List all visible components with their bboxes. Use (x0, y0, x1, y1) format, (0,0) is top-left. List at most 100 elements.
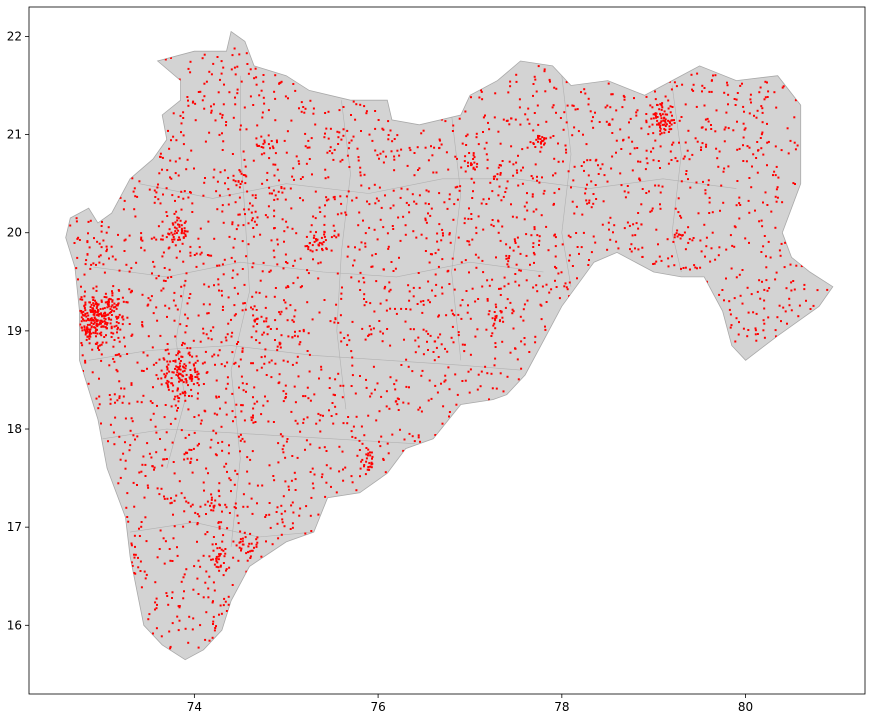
village-point (256, 400, 259, 403)
district-boundary-line (451, 114, 462, 361)
village-point (210, 498, 213, 501)
village-point (738, 321, 740, 324)
village-point (250, 306, 252, 309)
village-point (636, 147, 639, 149)
village-point (140, 246, 143, 249)
village-point (91, 309, 94, 312)
village-point (221, 309, 224, 311)
village-point (184, 313, 187, 316)
village-point (268, 361, 271, 364)
village-point (166, 367, 169, 370)
village-point (157, 225, 160, 228)
village-point (191, 202, 194, 205)
village-point (543, 138, 546, 141)
village-point (215, 190, 218, 193)
village-point (743, 110, 745, 113)
village-point (245, 175, 248, 178)
village-point (323, 446, 326, 449)
village-point (774, 195, 777, 198)
village-point (194, 376, 197, 378)
village-point (119, 328, 122, 331)
village-point (230, 256, 233, 259)
village-point (440, 382, 442, 385)
village-point (525, 233, 528, 236)
village-point (583, 161, 585, 164)
village-point (280, 512, 283, 515)
village-point (565, 81, 568, 84)
village-point (427, 190, 430, 193)
village-point (171, 233, 174, 236)
village-point (210, 105, 212, 108)
village-point (494, 342, 497, 345)
village-point (610, 167, 613, 170)
village-point (225, 339, 228, 342)
village-point (212, 505, 215, 508)
village-point (169, 176, 171, 179)
village-point (297, 160, 300, 163)
village-point (171, 382, 174, 385)
village-point (318, 206, 321, 209)
village-point (175, 373, 178, 376)
village-point (108, 394, 111, 396)
village-point (205, 333, 208, 336)
village-point (276, 168, 279, 171)
village-point (332, 422, 335, 425)
village-point (163, 562, 166, 565)
village-point (294, 309, 297, 312)
village-point (568, 281, 571, 284)
village-point (224, 548, 227, 550)
y-tick-label: 19 (7, 324, 22, 338)
village-point (490, 223, 493, 226)
village-point (110, 305, 113, 308)
village-point (718, 150, 721, 153)
village-point (109, 322, 112, 325)
village-point (165, 458, 168, 460)
village-point (428, 261, 431, 264)
village-point (233, 506, 236, 509)
village-point (532, 94, 534, 97)
village-point (645, 113, 648, 115)
village-point (178, 397, 181, 400)
village-point (200, 251, 203, 254)
village-point (202, 596, 205, 599)
village-point (387, 138, 390, 141)
village-point (492, 175, 495, 178)
village-point (221, 210, 224, 213)
village-point (202, 327, 205, 330)
village-point (125, 263, 128, 266)
village-point (346, 334, 349, 337)
village-point (219, 604, 222, 607)
village-point (232, 269, 235, 272)
village-point (265, 540, 267, 543)
village-point (84, 359, 87, 362)
village-point (94, 309, 97, 312)
village-point (793, 288, 796, 291)
village-point (660, 104, 663, 107)
village-point (198, 515, 201, 518)
village-point (94, 332, 97, 335)
village-point (651, 207, 654, 210)
village-point (676, 160, 679, 163)
village-point (427, 159, 430, 162)
village-point (637, 248, 640, 251)
village-point (650, 209, 653, 212)
village-point (110, 314, 113, 316)
village-point (73, 242, 76, 244)
village-point (168, 268, 171, 271)
village-point (629, 248, 631, 251)
village-point (638, 177, 641, 180)
village-point (245, 570, 248, 573)
village-point (264, 306, 267, 309)
village-point (290, 410, 293, 413)
village-point (230, 318, 232, 321)
village-point (391, 140, 394, 143)
village-point (382, 128, 385, 131)
village-point (503, 285, 506, 288)
village-point (629, 117, 632, 120)
village-point (195, 355, 198, 358)
village-point (216, 547, 219, 550)
village-point (417, 436, 420, 439)
village-point (183, 342, 186, 345)
village-point (512, 163, 515, 166)
village-point (106, 313, 109, 316)
